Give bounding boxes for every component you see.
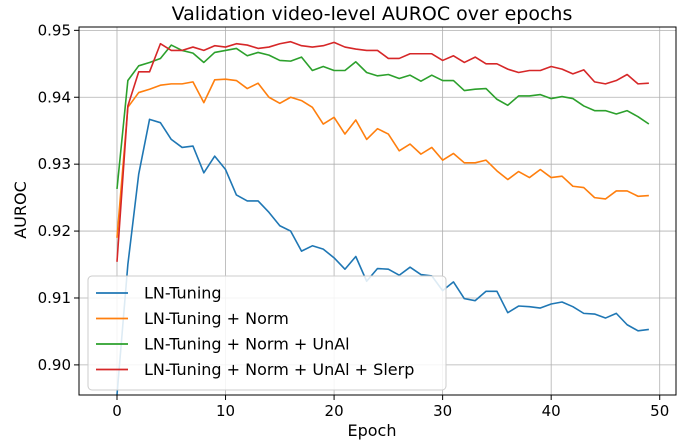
series-lines [116,40,650,395]
y-tick-label: 0.93 [38,155,71,173]
x-tick-label: 50 [650,402,669,420]
legend-box [87,275,447,391]
legend-label: LN-Tuning [144,284,222,303]
legend-label: LN-Tuning + Norm [144,309,289,328]
x-tick-label: 0 [112,402,122,420]
plot-frame [78,26,677,396]
series-line-1 [116,118,649,395]
legend-label: LN-Tuning + Norm + UnAl [144,335,350,354]
chart-title: Validation video-level AUROC over epochs [172,3,573,25]
y-tick-label: 0.94 [38,88,71,106]
y-tick-label: 0.91 [38,289,71,307]
y-axis-label: AUROC [11,181,30,239]
series-line-4 [116,40,649,262]
y-tick-label: 0.90 [38,356,71,374]
legend: LN-Tuning LN-Tuning + Norm LN-Tuning + Nor… [87,275,447,391]
x-axis: 0 10 20 30 40 50 [112,395,669,420]
x-axis-label: Epoch [348,421,397,440]
x-tick-label: 40 [542,402,561,420]
legend-label: LN-Tuning + Norm + UnAl + Slerp [144,360,414,379]
x-tick-label: 20 [325,402,344,420]
series-line-3 [116,44,650,189]
series-line-2 [116,78,649,238]
y-axis: 0.90 0.91 0.92 0.93 0.94 0.95 [38,21,79,374]
x-tick-label: 30 [433,402,452,420]
y-tick-label: 0.95 [38,21,71,39]
x-tick-label: 10 [216,402,235,420]
y-tick-label: 0.92 [38,222,71,240]
